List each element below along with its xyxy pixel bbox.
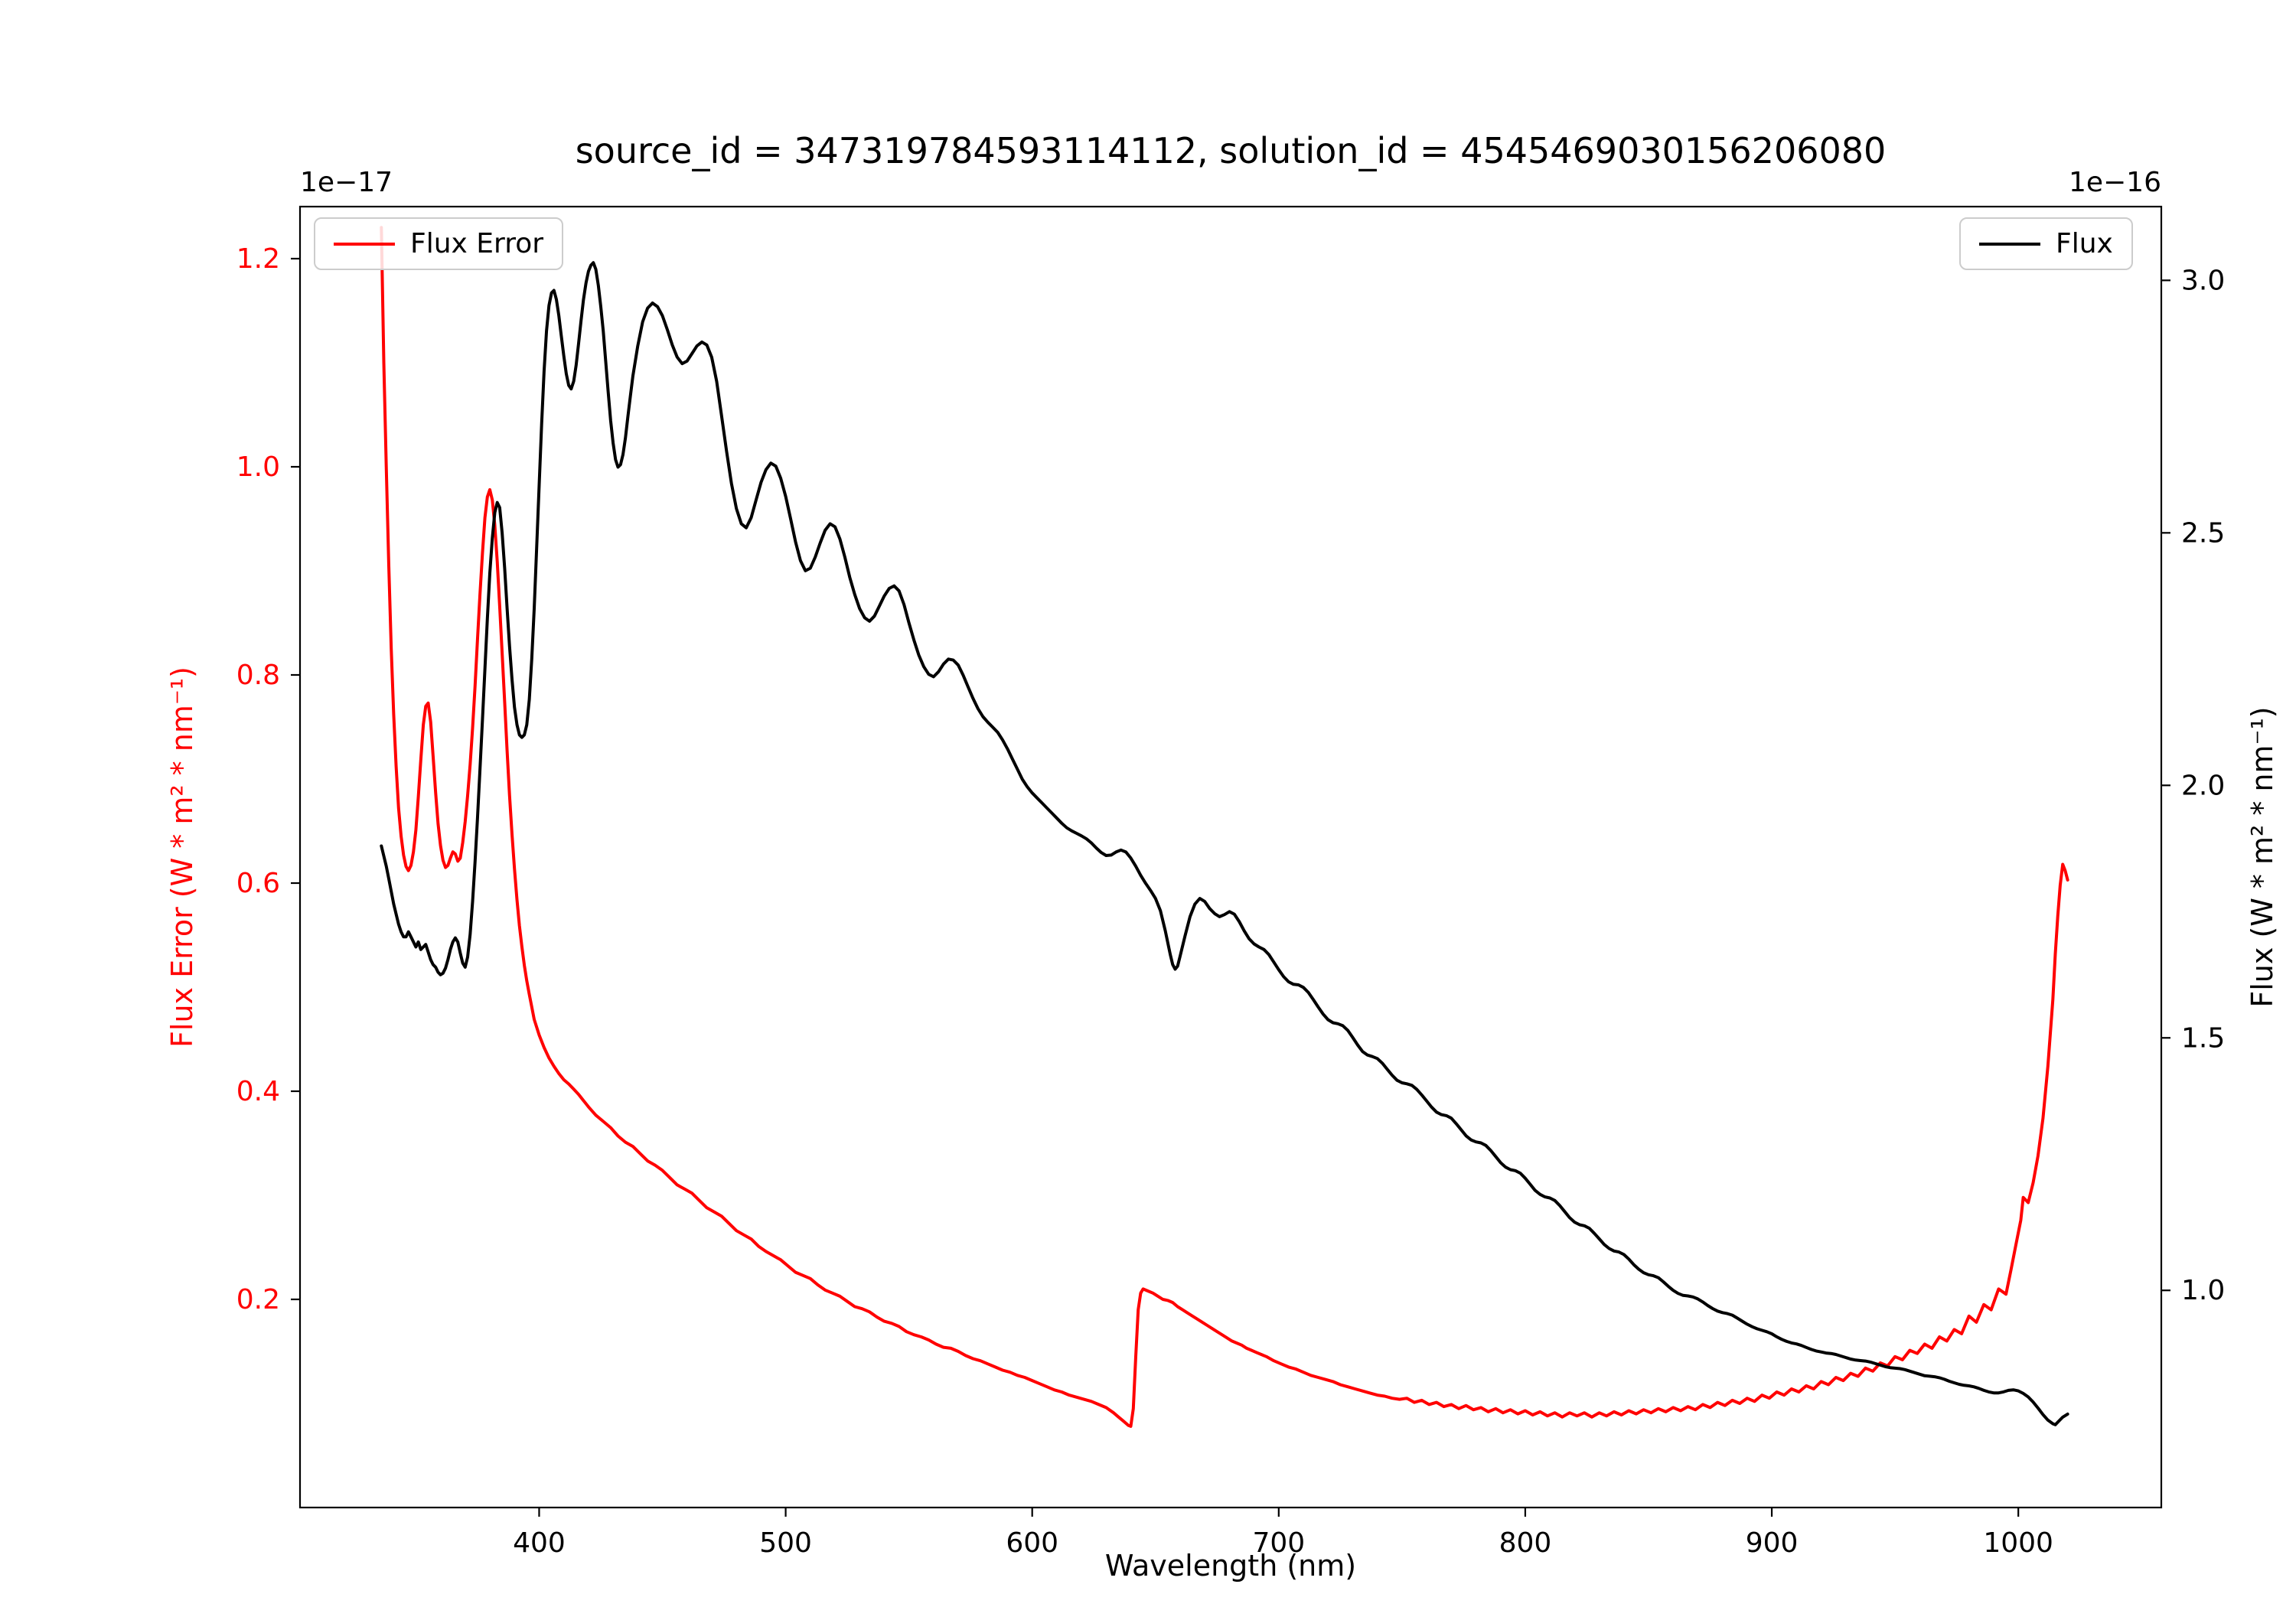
x-tick-label: 400 [513, 1527, 566, 1559]
y-axis-label-right: Flux (W * m² * nm⁻¹) [2245, 706, 2279, 1008]
axes-frame [298, 205, 2163, 1509]
y-right-tick-label: 1.5 [2181, 1022, 2225, 1054]
y-axis-right-ticks: 1.0 1.5 2.0 2.5 3.0 [2161, 265, 2225, 1306]
x-axis-label: Wavelength (nm) [1104, 1549, 1357, 1583]
y-left-tick-label: 0.2 [236, 1284, 280, 1315]
y-axis-label-left: Flux Error (W * m² * nm⁻¹) [165, 667, 199, 1048]
x-tick-label: 700 [1252, 1527, 1305, 1559]
x-tick-label: 500 [759, 1527, 812, 1559]
y-left-tick-label: 0.6 [236, 868, 280, 899]
y-left-tick-label: 1.0 [236, 451, 280, 483]
flux-error-line [380, 226, 2069, 1428]
y-left-tick-label: 0.8 [236, 660, 280, 691]
x-tick-label: 1000 [1983, 1527, 2053, 1559]
series-group [380, 226, 2069, 1428]
legend-line-sample-black [1979, 242, 2040, 246]
y-right-tick-label: 1.0 [2181, 1275, 2225, 1306]
x-tick-label: 900 [1746, 1527, 1799, 1559]
y-left-tick-label: 0.4 [236, 1076, 280, 1107]
left-axis-offset-text: 1e−17 [300, 167, 393, 198]
y-right-tick-label: 3.0 [2181, 265, 2225, 296]
x-axis-ticks: 400 500 600 700 800 900 1000 [513, 1508, 2053, 1559]
x-tick-label: 800 [1499, 1527, 1552, 1559]
x-tick-label: 600 [1006, 1527, 1058, 1559]
right-axis-offset-text: 1e−16 [2068, 167, 2161, 198]
y-axis-left-ticks: 0.2 0.4 0.6 0.8 1.0 1.2 [236, 243, 300, 1315]
legend-label: Flux [2056, 228, 2113, 259]
y-right-tick-label: 2.5 [2181, 517, 2225, 549]
plot-title: source_id = 347319784593114112, solution… [575, 130, 1887, 171]
flux-line [380, 261, 2069, 1426]
legend-label: Flux Error [410, 228, 544, 259]
y-right-tick-label: 2.0 [2181, 770, 2225, 801]
legend-line-sample-red [334, 242, 395, 246]
y-left-tick-label: 1.2 [236, 243, 280, 275]
legend-flux: Flux [1959, 217, 2133, 270]
legend-flux-error: Flux Error [314, 217, 564, 270]
